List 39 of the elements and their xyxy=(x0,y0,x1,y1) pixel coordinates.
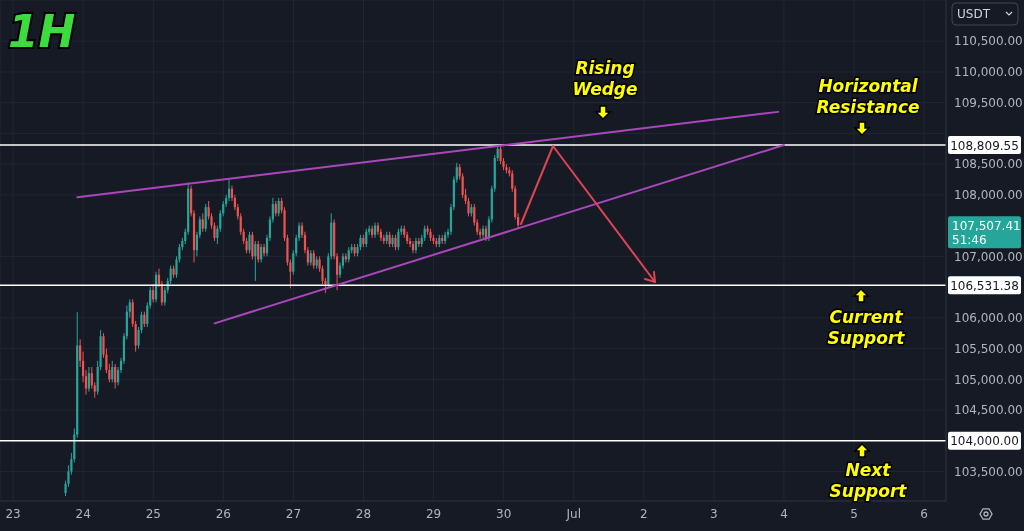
y-tick-label: 105,000.00 xyxy=(954,372,1023,387)
x-tick-label: 2 xyxy=(639,506,648,521)
ref-line-label: 104,000.00 xyxy=(950,434,1019,449)
x-tick-label: 29 xyxy=(425,506,442,521)
y-tick-label: 108,000.00 xyxy=(954,188,1023,203)
x-tick-label: 5 xyxy=(850,506,858,521)
ref-line-label: 106,531.38 xyxy=(950,278,1019,293)
x-tick-label: 3 xyxy=(710,506,718,521)
text: 51:46 xyxy=(952,233,987,248)
y-tick-label: 105,500.00 xyxy=(954,341,1023,356)
candlestick xyxy=(204,203,207,233)
annotation: Rising Wedge xyxy=(572,58,638,99)
currency-dropdown: USDT xyxy=(951,2,1019,26)
x-tick-label: Jul xyxy=(565,506,581,521)
candlestick xyxy=(152,283,155,303)
annotation: Next Support xyxy=(829,460,908,501)
y-tick-label: 106,000.00 xyxy=(954,311,1023,326)
candlestick xyxy=(201,212,204,233)
annotation: 1H xyxy=(8,6,76,57)
x-tick-label: 28 xyxy=(355,506,372,521)
y-tick-label: 107,000.00 xyxy=(954,249,1023,264)
x-tick-label: 23 xyxy=(5,506,21,521)
text: 107,507.41 xyxy=(952,218,1021,233)
x-tick-label: 4 xyxy=(780,506,788,521)
x-tick-label: 26 xyxy=(215,506,231,521)
x-tick-label: 30 xyxy=(496,506,512,521)
ref-line-label: 108,809.55 xyxy=(950,138,1019,153)
x-tick-label: 25 xyxy=(145,506,161,521)
x-tick-label: 24 xyxy=(75,506,91,521)
y-tick-label: 110,500.00 xyxy=(954,34,1023,49)
annotation: Current Support xyxy=(827,307,906,348)
y-tick-label: 103,500.00 xyxy=(954,464,1023,479)
y-tick-label: 109,500.00 xyxy=(954,95,1023,110)
annotation: Horizontal Resistance xyxy=(816,76,920,117)
y-tick-label: 104,500.00 xyxy=(954,403,1023,418)
x-tick-label: 6 xyxy=(920,506,928,521)
y-tick-label: 108,500.00 xyxy=(954,157,1023,172)
y-tick-label: 110,000.00 xyxy=(954,65,1023,80)
x-tick-label: 27 xyxy=(285,506,302,521)
